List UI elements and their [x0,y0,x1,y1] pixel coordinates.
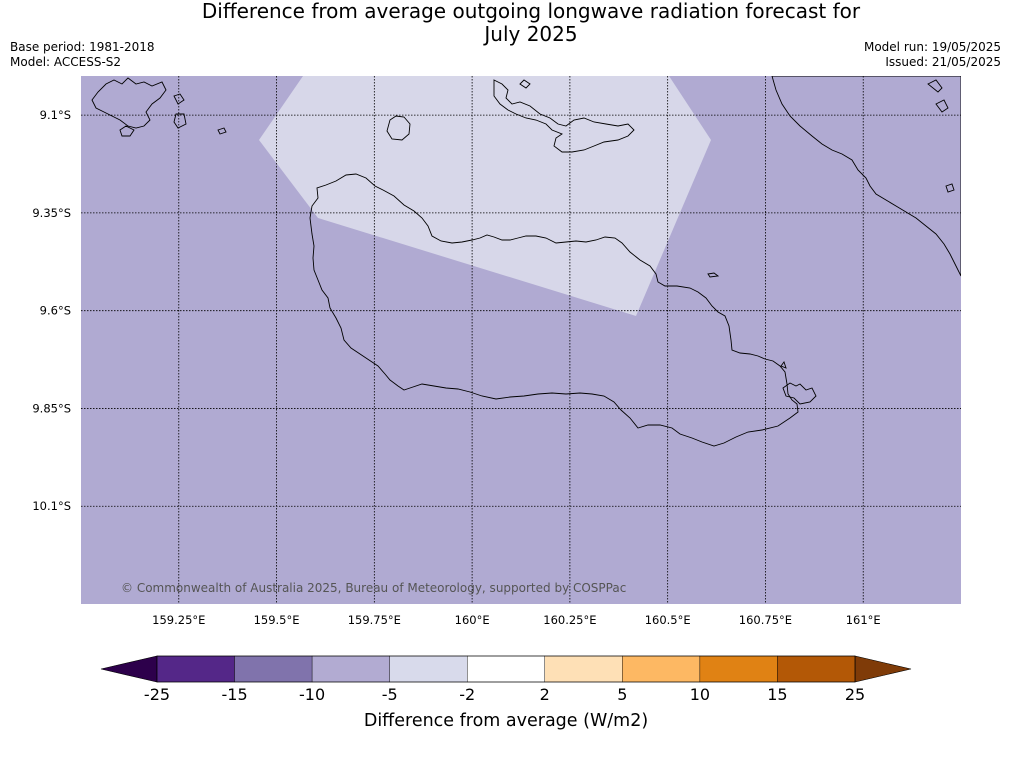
issued-text: Issued: 21/05/2025 [885,55,1001,69]
base-period-text: Base period: 1981-2018 [10,40,155,54]
coastline-islet-b [782,382,817,405]
model-text: Model: ACCESS-S2 [10,55,122,69]
colorbar-bin [234,655,313,683]
colorbar-frame [156,655,856,683]
longitude-tick-label: 160.5°E [645,613,691,627]
latitude-labels: 9.1°S 9.35°S 9.6°S 9.85°S 10.1°S [32,108,71,513]
colorbar-tick-label: -10 [299,685,325,704]
model-run-text: Model run: 19/05/2025 [863,40,1001,54]
colorbar-tick-label: -15 [221,685,247,704]
colorbar-tick-label: 10 [690,685,710,704]
colorbar-under-arrow [100,655,158,683]
meta-left: Base period: 1981-2018 Model: ACCESS-S2 [10,40,155,70]
coastline-guadalcanal [309,173,799,447]
latitude-tick-label: 9.1°S [40,108,71,122]
map-title: Difference from average outgoing longwav… [150,0,912,46]
coastline-islet-c [780,361,787,369]
coastline-islet-j [945,183,955,193]
colorbar-title: Difference from average (W/m2) [364,711,648,731]
colorbar-bin [467,655,545,683]
colorbar-bin [156,655,235,683]
colorbar-bin [699,655,778,683]
coastline-islet-f [173,113,187,129]
longitude-tick-label: 159.5°E [254,613,300,627]
longitude-tick-label: 159.75°E [348,613,401,627]
longitude-tick-label: 160.25°E [543,613,596,627]
meta-right: Model run: 19/05/2025 Issued: 21/05/2025 [864,40,1001,70]
latitude-tick-label: 9.85°S [32,401,71,415]
coastline-islet-h [927,79,943,93]
coastline-florida-islands [493,79,635,153]
longitude-tick-label: 161°E [846,613,881,627]
colorbar-tick-label: 25 [845,685,865,704]
coastline-islet-i [935,99,949,113]
latitude-tick-label: 9.35°S [32,206,71,220]
coastline-islet-d [119,125,135,137]
latitude-tick-label: 9.6°S [40,304,71,318]
colorbar-bin [389,655,468,683]
coastline-islet-a [707,272,720,278]
graticule [81,76,961,604]
longitude-tick-label: 160°E [455,613,490,627]
coastline-russell-islands [91,77,167,129]
coastline-florida-islet [519,79,531,89]
longitude-tick-label: 159.25°E [152,613,205,627]
colorbar-bin [777,655,856,683]
colorbar: -25 -15 -10 -5 -2 2 5 10 15 25 [100,655,912,704]
map-panel: © Commonwealth of Australia 2025, Bureau… [81,76,961,604]
coastline-islet-e [173,93,185,105]
colorbar-bin [544,655,623,683]
coastline-malaita [771,76,961,277]
colorbar-tick-label: 15 [767,685,787,704]
colorbar-tick-label: 5 [617,685,627,704]
colorbar-tick-label: 2 [540,685,550,704]
coastline-savo [386,115,411,141]
map-title-line-1: Difference from average outgoing longwav… [201,0,861,23]
colorbar-tick-label: -2 [459,685,475,704]
longitude-labels: 159.25°E 159.5°E 159.75°E 160°E 160.25°E 160.… [152,613,881,627]
colorbar-over-arrow [854,655,912,683]
coastline-islet-g [217,127,227,135]
coastlines [91,76,961,447]
colorbar-bin [311,655,390,683]
latitude-tick-label: 10.1°S [32,499,71,513]
colorbar-bin [622,655,701,683]
colorbar-tick-label: -5 [382,685,398,704]
anomaly-region-shading [259,76,711,316]
copyright-notice: © Commonwealth of Australia 2025, Bureau… [121,581,626,595]
longitude-tick-label: 160.75°E [739,613,792,627]
colorbar-tick-label: -25 [144,685,170,704]
map-title-line-2: July 2025 [484,22,578,46]
